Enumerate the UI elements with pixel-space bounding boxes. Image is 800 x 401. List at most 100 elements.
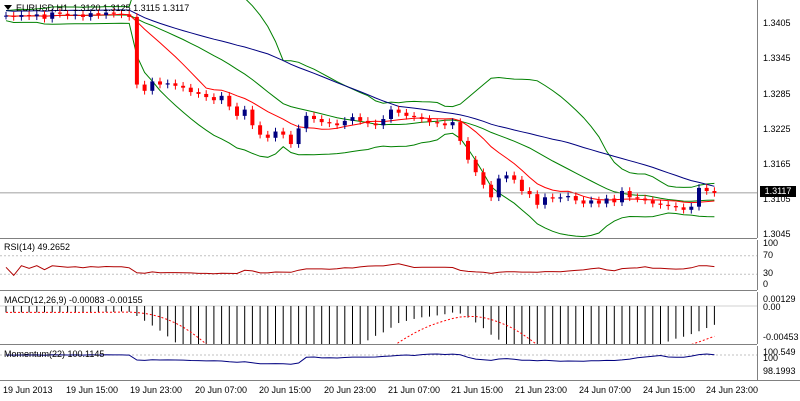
macd-pane[interactable]: MACD(12,26,9) -0.00083 -0.00155 [0,292,757,344]
candle-body [319,119,324,123]
candle-body [373,123,378,126]
candle-body [211,97,216,101]
candle-body [304,115,309,129]
candle-body [42,14,47,19]
candle-body [527,191,532,195]
candle-body [412,115,417,118]
candle-body [712,191,717,193]
candle-body [134,16,139,85]
candle-body [381,119,386,126]
candle-body [281,131,286,135]
candle-body [250,109,255,126]
candle-body [442,123,447,126]
candle-body [235,106,239,116]
rsi-tick-70: 70 [763,250,774,260]
rsi-axis [757,240,800,290]
candle-body [365,120,370,124]
candle-body [227,95,232,107]
candle-body [142,84,147,91]
rsi-tick-0: 0 [763,279,769,289]
time-label: 21 Jun 07:00 [388,385,441,395]
candle-body [73,14,78,16]
candle-body [404,112,409,116]
candle-body [566,196,571,198]
momentum-tick-mid: 100 [763,353,779,363]
candle-body [481,172,486,185]
momentum-axis [757,346,800,380]
candle-body [581,200,586,204]
candle-body [543,197,547,205]
candle-body [612,198,617,203]
candle-body [196,92,201,94]
candle-body [288,134,293,145]
candle-body [342,120,347,126]
candle-body [296,128,301,145]
time-label: 24 Jun 07:00 [579,385,632,395]
price-tick-label: 1.3225 [763,124,791,134]
candle-body [65,13,70,16]
candle-body [4,15,8,17]
macd-tick-top: 0.00129 [763,294,796,304]
time-label: 20 Jun 07:00 [195,385,248,395]
candle-body [550,197,555,199]
candle-body [697,187,701,207]
candle-body [88,13,93,17]
candle-body [165,83,170,85]
candle-body [104,12,109,16]
time-axis [0,380,800,401]
rsi-tick-100: 100 [763,238,779,248]
candle-body [119,13,124,15]
momentum-line [5,353,715,365]
candle-body [435,122,440,124]
ohlc-values: 1.3120 1.3125 1.3115 1.3117 [73,3,190,13]
price-tick-label: 1.3345 [763,53,791,63]
candle-body [173,83,178,86]
candle-body [312,115,316,119]
macd-chart [0,305,757,344]
candle-body [188,87,193,93]
momentum-pane[interactable]: Momentum(22) 100.1145 [0,346,757,380]
candle-body [466,140,470,160]
time-label: 20 Jun 15:00 [259,385,312,395]
symbol-timeframe: EURUSD,H1 [16,3,69,13]
candle-body [81,14,85,17]
candle-body [658,203,663,205]
candle-body [558,197,563,199]
moving-average-slow-line [5,9,715,187]
chevron-down-icon[interactable] [4,5,12,10]
candle-body [219,95,224,101]
candle-body [27,15,32,17]
candle-body [396,109,401,113]
candle-body [158,81,162,85]
time-label: 19 Jun 15:00 [66,385,119,395]
candle-body [573,196,578,201]
candle-body [535,194,540,205]
price-chart-pane[interactable]: EURUSD,H1 1.3120 1.3125 1.3115 1.3117 [0,0,757,238]
candle-body [111,12,116,14]
candle-body [519,179,524,192]
macd-tick-bottom: -0.00453 [763,332,799,342]
candle-body [127,14,132,17]
candle-body [419,117,424,119]
candle-body [635,197,640,199]
candle-body [273,131,278,138]
candle-body [335,123,340,126]
chart-title: EURUSD,H1 1.3120 1.3125 1.3115 1.3117 [4,3,189,13]
candle-body [458,122,463,141]
candle-body [504,175,509,179]
momentum-chart [0,353,757,365]
candle-body [327,122,332,124]
candle-body [704,187,709,192]
candle-body [689,206,694,210]
price-tick-label: 1.3165 [763,159,791,169]
candle-body [627,191,632,198]
bollinger-middle-line [5,14,715,202]
current-price-tag: 1.3117 [760,186,796,197]
time-label: 19 Jun 2013 [3,385,53,395]
rsi-title: RSI(14) 49.2652 [4,242,71,252]
candle-body [19,15,24,17]
rsi-pane[interactable]: RSI(14) 49.2652 [0,240,757,290]
candle-body [512,175,517,180]
candle-body [496,178,501,198]
candle-body [681,207,686,210]
